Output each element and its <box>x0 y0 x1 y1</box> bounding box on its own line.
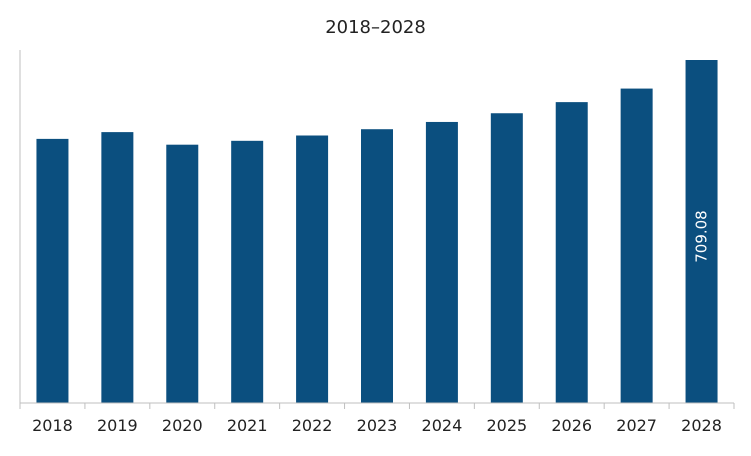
x-ticks-group <box>19 403 735 409</box>
x-tick-label-2028: 2028 <box>681 416 722 435</box>
bar-2028 <box>685 60 718 403</box>
bar-2024 <box>425 121 458 403</box>
x-tick-labels-group: 2018 2019 2020 2021 2022 2023 2024 2025 2026 2027… <box>32 416 722 435</box>
x-tick-label-2024: 2024 <box>422 416 463 435</box>
bar-2023 <box>361 129 393 403</box>
data-label-2028: 709.08 <box>693 210 711 263</box>
x-tick-label-2020: 2020 <box>162 416 203 435</box>
bars-group <box>36 60 718 404</box>
bar-2026 <box>555 102 588 404</box>
x-tick-label-2023: 2023 <box>357 416 398 435</box>
data-labels-group: 709.08 <box>693 210 711 263</box>
x-tick-label-2022: 2022 <box>292 416 333 435</box>
x-tick-label-2018: 2018 <box>32 416 73 435</box>
bar-2027 <box>620 88 653 404</box>
x-tick-label-2026: 2026 <box>551 416 592 435</box>
chart-title: 2018–2028 <box>325 17 426 38</box>
x-tick-label-2019: 2019 <box>97 416 138 435</box>
bar-2025 <box>490 113 523 404</box>
x-tick-label-2025: 2025 <box>486 416 527 435</box>
x-tick-label-2027: 2027 <box>616 416 657 435</box>
bar-2022 <box>296 135 329 403</box>
bar-2019 <box>101 132 134 404</box>
bar-2021 <box>231 140 264 403</box>
x-tick-label-2021: 2021 <box>227 416 268 435</box>
bar-2018 <box>36 138 69 404</box>
bar-2020 <box>166 144 199 403</box>
